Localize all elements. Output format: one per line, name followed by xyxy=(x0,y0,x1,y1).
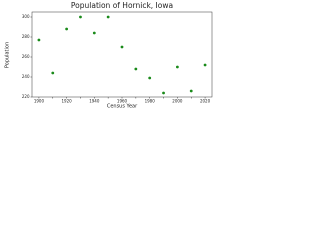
data-point xyxy=(175,65,179,69)
data-point xyxy=(189,89,193,93)
data-point xyxy=(134,67,138,71)
x-tick-label: 1900 xyxy=(34,99,45,104)
x-tick-label: 2000 xyxy=(172,99,183,104)
y-tick-label: 280 xyxy=(22,34,30,39)
chart-title: Population of Hornick, Iowa xyxy=(71,1,173,10)
y-tick-label: 240 xyxy=(22,74,30,79)
x-tick-label: 1960 xyxy=(117,99,128,104)
y-axis-label: Population xyxy=(5,42,11,68)
data-point xyxy=(92,31,96,35)
chart: Population of Hornick, Iowa Census Year … xyxy=(5,1,213,110)
x-tick-label: 1940 xyxy=(89,99,100,104)
data-point xyxy=(120,45,124,49)
x-tick-label: 1980 xyxy=(145,99,156,104)
data-point xyxy=(79,15,82,19)
y-tick-label: 300 xyxy=(22,14,30,19)
x-tick-label: 1920 xyxy=(62,99,73,104)
data-point xyxy=(106,15,110,19)
plot-frame xyxy=(31,11,213,98)
data-point xyxy=(37,38,41,42)
data-point xyxy=(51,71,55,75)
y-tick-label: 220 xyxy=(22,94,30,99)
data-point xyxy=(162,91,165,95)
x-axis-label: Census Year xyxy=(107,104,138,110)
data-point xyxy=(65,27,69,31)
x-tick-label: 2020 xyxy=(200,99,211,104)
data-point xyxy=(148,76,152,80)
data-point xyxy=(203,63,207,67)
y-tick-label: 260 xyxy=(22,54,30,59)
